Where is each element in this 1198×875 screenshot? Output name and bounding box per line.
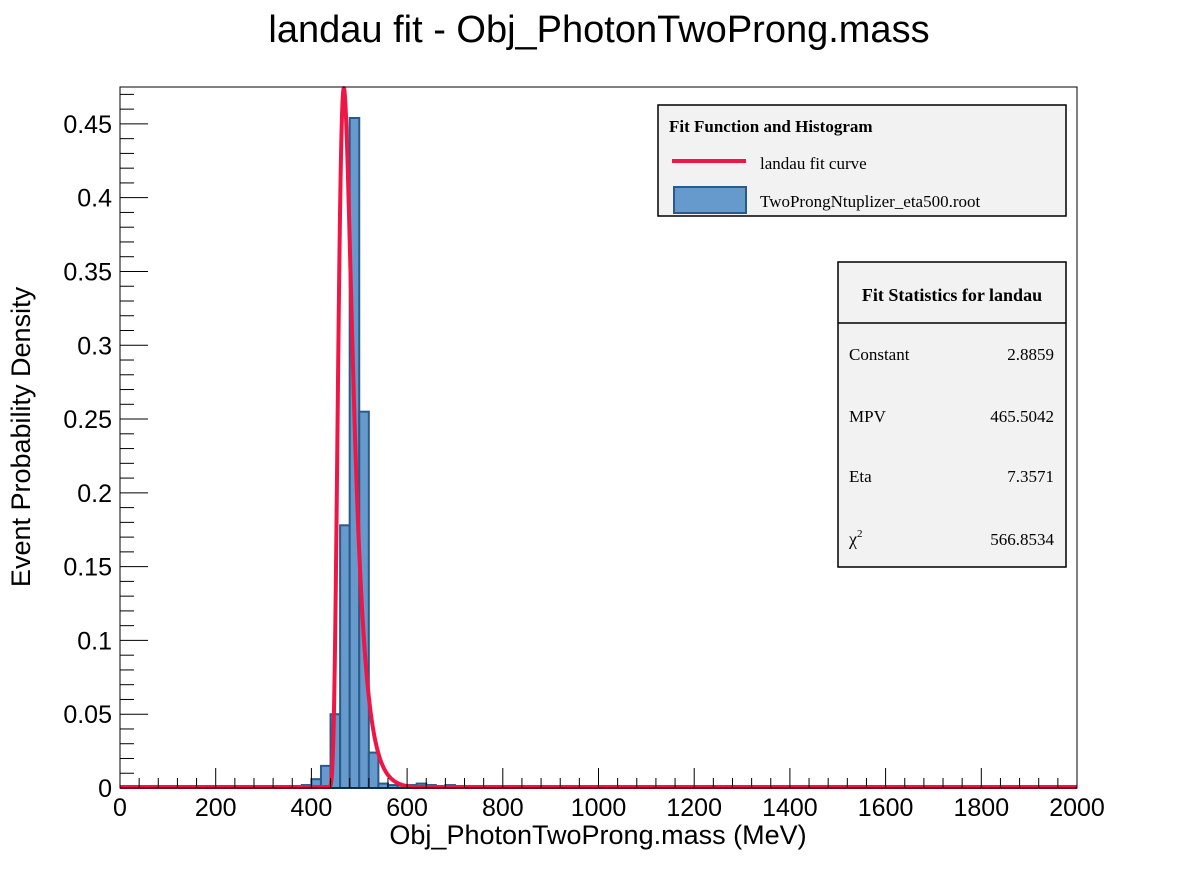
x-tick-label: 200 xyxy=(195,794,237,822)
y-tick-label: 0.2 xyxy=(77,480,112,508)
x-tick-label: 2000 xyxy=(1049,794,1105,822)
y-tick-label: 0.4 xyxy=(77,185,112,213)
histogram-bar-6 xyxy=(339,524,351,789)
x-tick-label: 0 xyxy=(113,794,127,822)
y-tick-label: 0.1 xyxy=(77,627,112,655)
y-tick-label: 0.05 xyxy=(63,701,112,729)
legend-header: Fit Function and Histogram xyxy=(669,117,873,136)
x-axis-ticks: 0 200 400 600 800 1000 1200 1400 1600 1800 2000 xyxy=(113,768,1105,822)
stats-value-mpv: 465.5042 xyxy=(990,407,1054,426)
y-tick-label: 0.15 xyxy=(63,554,112,582)
stats-label-constant: Constant xyxy=(849,345,910,364)
stats-chi-symbol: χ xyxy=(848,529,857,549)
stats-value-constant: 2.8859 xyxy=(1007,345,1054,364)
x-axis-title: Obj_PhotonTwoProng.mass (MeV) xyxy=(389,820,806,850)
x-tick-label: 400 xyxy=(291,794,333,822)
histogram-bar-10 xyxy=(377,782,389,789)
y-tick-label: 0 xyxy=(98,775,112,803)
stats-label-mpv: MPV xyxy=(849,407,887,426)
x-tick-label: 1400 xyxy=(762,794,818,822)
y-tick-label: 0.45 xyxy=(63,111,112,139)
y-axis-title: Event Probability Density xyxy=(6,286,36,587)
y-tick-label: 0.25 xyxy=(63,406,112,434)
chart-title: landau fit - Obj_PhotonTwoProng.mass xyxy=(268,9,929,51)
stats-box xyxy=(837,261,1067,568)
histogram-bar-9 xyxy=(367,751,380,790)
fit-statistics-box: Fit Statistics for landau Constant 2.885… xyxy=(837,261,1067,568)
x-tick-label: 1600 xyxy=(858,794,914,822)
stats-value-chi2: 566.8534 xyxy=(990,530,1054,549)
legend-label-fit: landau fit curve xyxy=(760,154,867,173)
y-tick-label: 0.35 xyxy=(63,258,112,286)
legend-label-histogram: TwoProngNtuplizer_eta500.root xyxy=(760,192,981,211)
legend-swatch-histogram xyxy=(673,186,747,214)
x-tick-label: 800 xyxy=(482,794,524,822)
y-axis-ticks: 0 0.05 0.1 0.15 0.2 0.25 0.3 0.35 0.4 0.45 xyxy=(63,93,148,803)
stats-value-eta: 7.3571 xyxy=(1007,467,1054,486)
x-tick-label: 1200 xyxy=(666,794,722,822)
stats-label-chi2: χ2 xyxy=(848,528,863,549)
y-tick-label: 0.3 xyxy=(77,332,112,360)
legend: Fit Function and Histogram landau fit cu… xyxy=(657,104,1067,217)
stats-chi-superscript: 2 xyxy=(857,528,863,540)
stats-header: Fit Statistics for landau xyxy=(862,285,1042,305)
x-tick-label: 600 xyxy=(386,794,428,822)
x-tick-label: 1800 xyxy=(953,794,1009,822)
x-tick-label: 1000 xyxy=(571,794,627,822)
stats-label-eta: Eta xyxy=(849,467,872,486)
